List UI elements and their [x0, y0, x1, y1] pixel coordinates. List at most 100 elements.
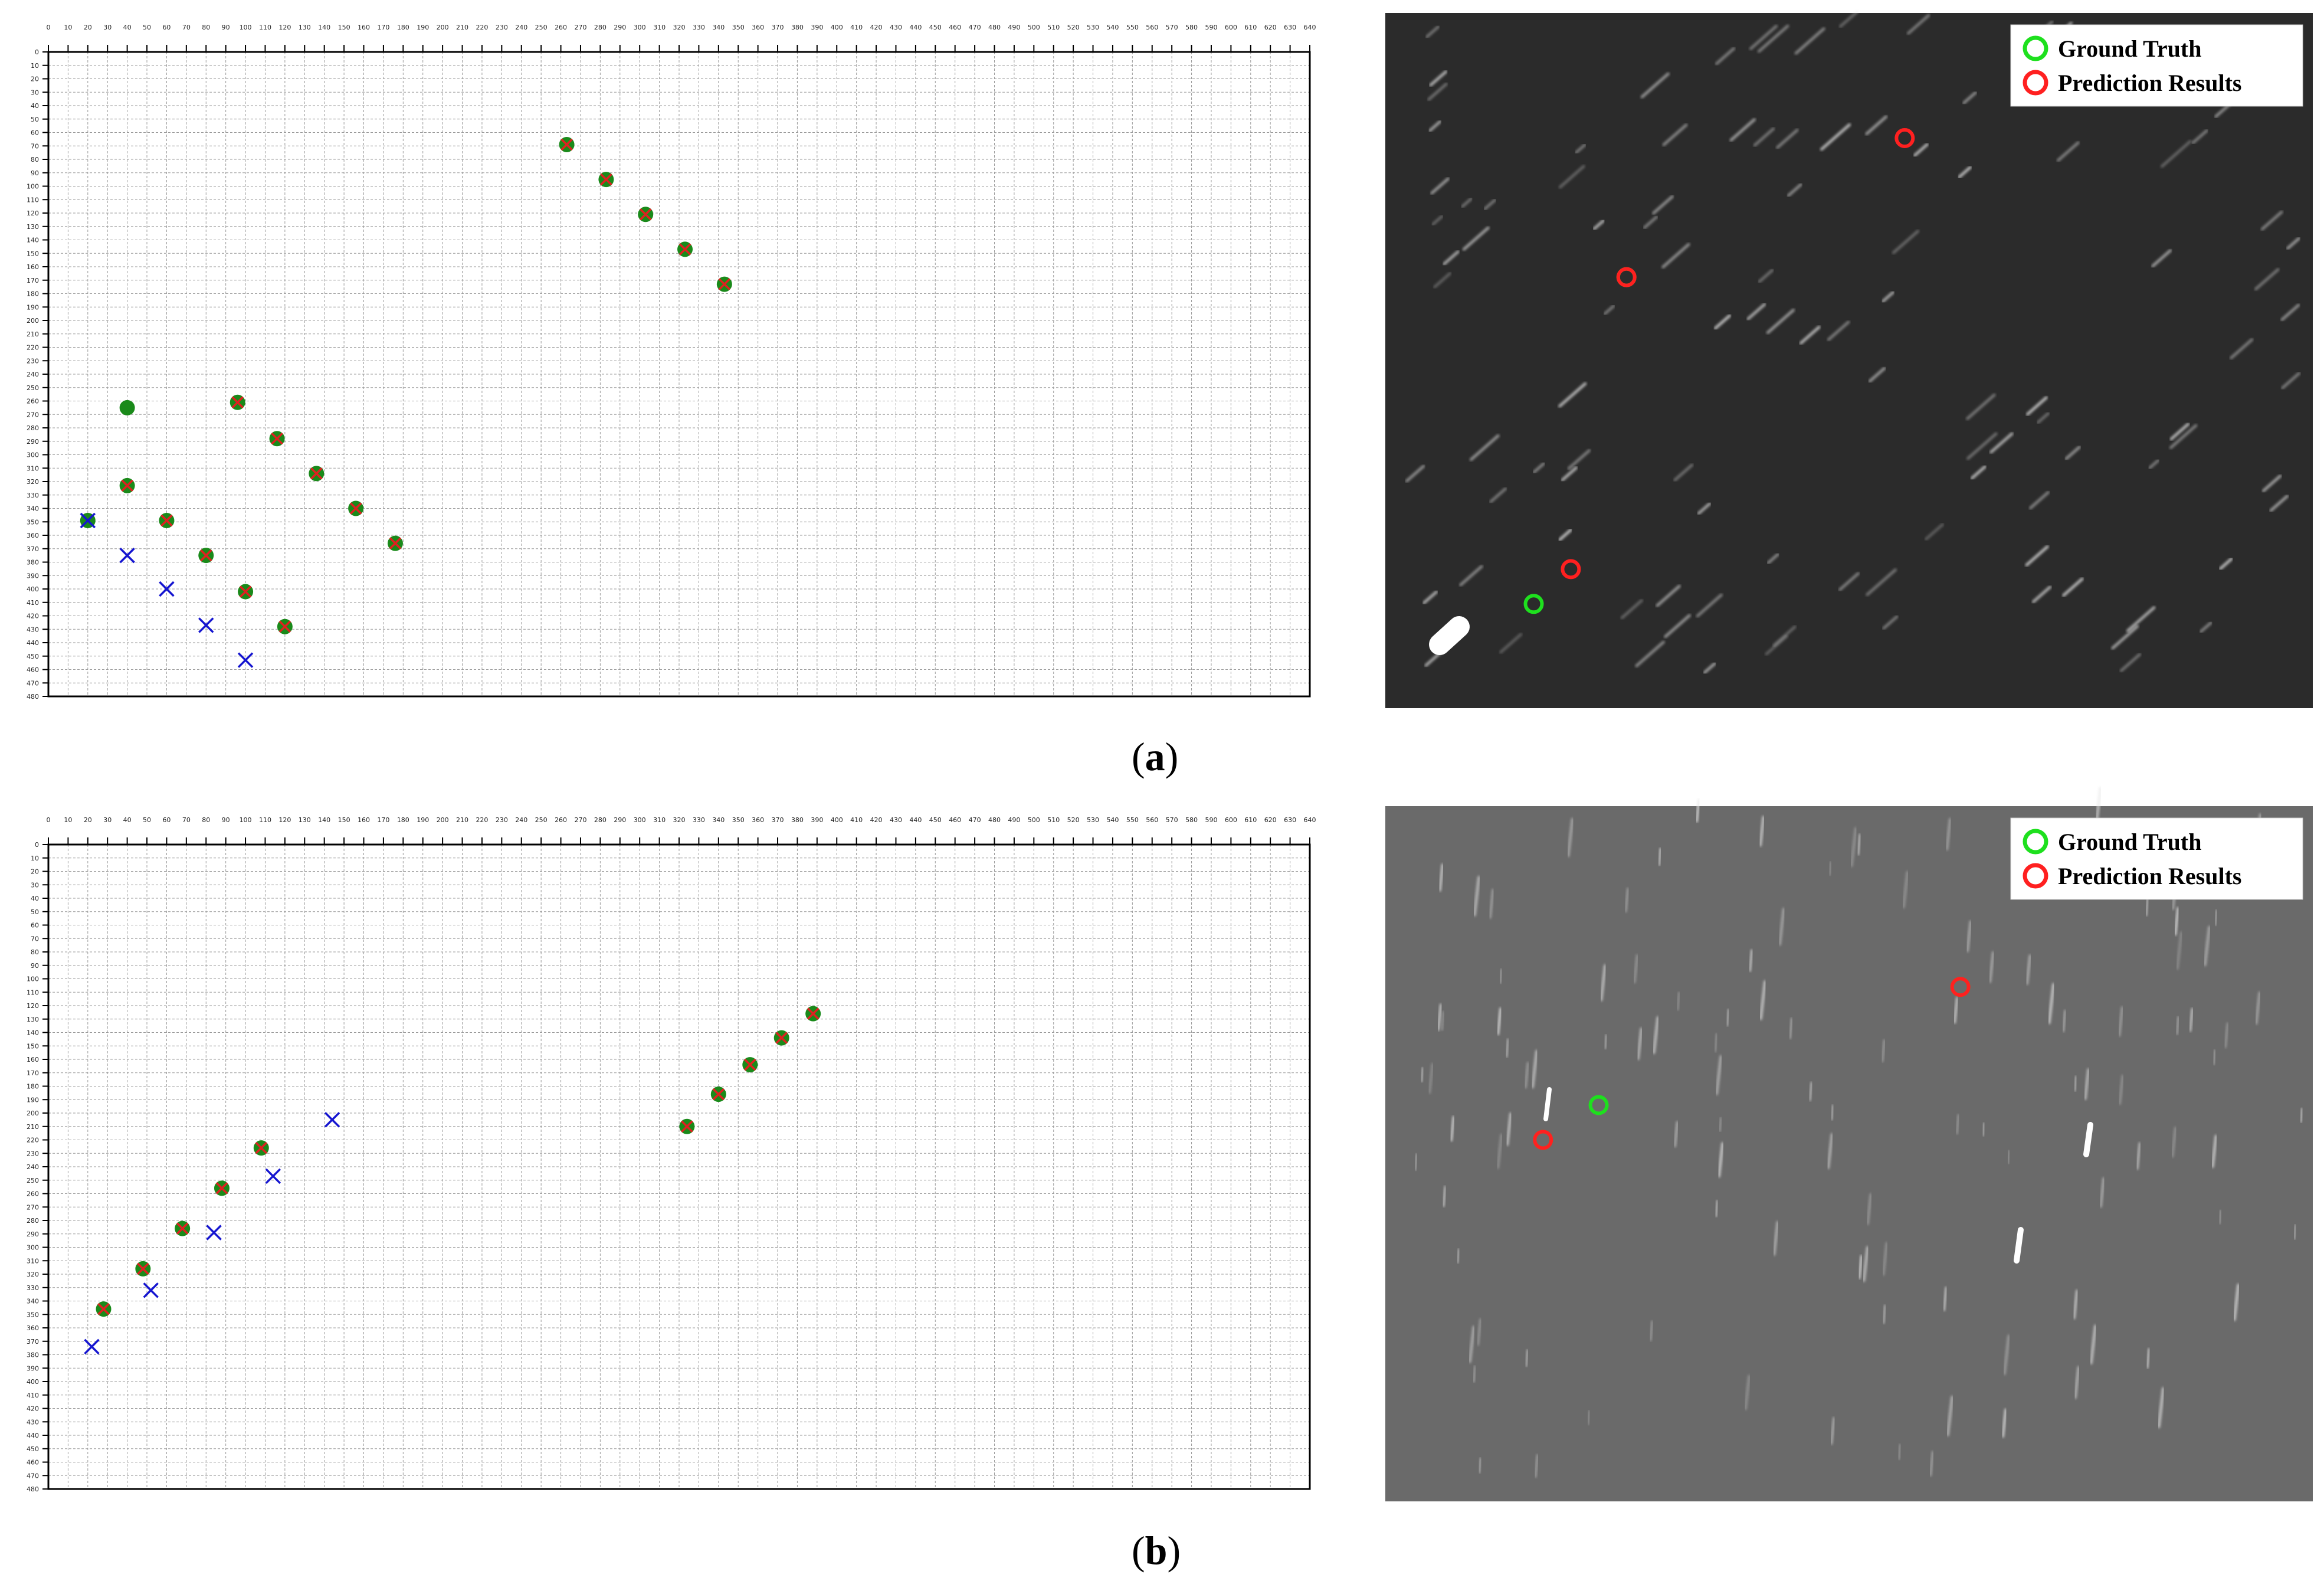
x-tick-label: 570	[1166, 816, 1178, 824]
star-streak	[2119, 653, 2142, 672]
star-streak	[1586, 1409, 1591, 1426]
x-tick-label: 600	[1225, 24, 1237, 31]
y-tick-label: 450	[27, 653, 39, 660]
star-streak	[1530, 1049, 1539, 1089]
x-tick-label: 50	[143, 24, 151, 31]
data-point-x-small	[215, 1182, 228, 1194]
star-streak	[2261, 474, 2282, 493]
data-point-x-small	[137, 1262, 149, 1275]
data-point-x	[237, 652, 254, 668]
image-background	[1385, 806, 2313, 1501]
data-point-x-small	[97, 1302, 110, 1315]
y-tick-label: 210	[27, 1123, 39, 1131]
y-tick-label: 480	[27, 1485, 39, 1493]
x-tick-label: 540	[1106, 24, 1119, 31]
legend-gt-marker	[2023, 829, 2048, 855]
star-streak	[1850, 827, 1858, 868]
y-tick-label: 140	[27, 237, 39, 244]
y-tick-label: 70	[31, 935, 39, 942]
panel-a: 0 10 20 30 40 50 60 70 80 90 100 110 120 130 140 150 160…	[27, 9, 2313, 779]
y-tick-label: 200	[27, 317, 39, 325]
star-streak	[1713, 1033, 1719, 1053]
data-point-x-small	[231, 396, 244, 409]
star-field-image-a	[1385, 9, 2313, 708]
y-tick-label: 150	[27, 1042, 39, 1050]
y-tick-label: 280	[27, 1217, 39, 1225]
x-tick-label: 110	[259, 816, 271, 824]
legend-gt-marker	[2023, 35, 2048, 61]
x-tick-label: 210	[456, 816, 468, 824]
y-tick-label: 460	[27, 666, 39, 674]
x-stroke	[119, 547, 135, 564]
y-tick-label: 300	[27, 451, 39, 459]
star-streak	[1574, 143, 1587, 155]
x-stroke	[775, 1032, 788, 1044]
star-streak	[1488, 888, 1495, 919]
star-streak	[2218, 557, 2233, 571]
x-stroke	[324, 1112, 340, 1128]
prediction-circle	[1616, 267, 1637, 287]
star-streak	[2094, 787, 2102, 824]
star-streak	[1643, 215, 1658, 230]
y-tick-label: 210	[27, 330, 39, 338]
x-stroke	[310, 467, 323, 480]
y-tick-label: 120	[27, 210, 39, 217]
x-tick-label: 350	[732, 816, 745, 824]
x-tick-label: 140	[318, 24, 330, 31]
star-streak	[1425, 25, 1440, 39]
star-streak	[2072, 1290, 2079, 1320]
x-tick-label: 160	[358, 24, 370, 31]
star-streak	[2188, 1007, 2194, 1032]
star-streak	[1664, 614, 1692, 639]
x-tick-label: 430	[890, 816, 902, 824]
data-point-x-small	[600, 173, 612, 186]
data-point-x-small	[639, 208, 652, 221]
star-streak	[1892, 230, 1920, 254]
data-point-x	[324, 1112, 340, 1128]
star-streak	[1882, 1304, 1887, 1324]
y-tick-label: 40	[31, 895, 39, 902]
star-streak	[1456, 1248, 1461, 1264]
star-streak	[1635, 640, 1666, 667]
star-streak	[2233, 1284, 2240, 1321]
star-streak	[1533, 1454, 1539, 1478]
y-tick-label: 120	[27, 1002, 39, 1010]
data-point-x	[119, 547, 135, 564]
star-streak	[1966, 393, 1996, 420]
y-tick-label: 30	[31, 881, 39, 889]
data-point-x-small	[271, 432, 283, 445]
star-streak	[1946, 1395, 1954, 1436]
x-tick-label: 520	[1067, 816, 1080, 824]
star-streak	[1743, 1374, 1751, 1410]
data-point-x-small	[775, 1032, 788, 1044]
star-streak	[1443, 250, 1460, 266]
x-tick-label: 410	[850, 24, 863, 31]
x-tick-label: 460	[949, 24, 961, 31]
star-streak	[2223, 1022, 2230, 1049]
x-tick-label: 40	[123, 816, 132, 824]
y-tick-label: 260	[27, 398, 39, 405]
star-streak	[1958, 165, 1972, 179]
star-streak	[1656, 584, 1681, 607]
x-tick-label: 550	[1126, 816, 1139, 824]
star-streak	[1561, 466, 1578, 482]
data-point-x-small	[718, 278, 731, 290]
x-tick-label: 390	[811, 24, 823, 31]
x-tick-label: 400	[831, 24, 843, 31]
x-tick-label: 610	[1244, 816, 1257, 824]
x-stroke	[639, 208, 652, 221]
x-tick-label: 430	[890, 24, 902, 31]
star-streak	[1953, 997, 1959, 1024]
x-stroke	[712, 1088, 725, 1101]
y-tick-label: 340	[27, 505, 39, 513]
star-streak	[1661, 243, 1690, 269]
star-streak	[1652, 195, 1674, 215]
star-streak	[2089, 1324, 2097, 1364]
star-streak	[1766, 552, 1780, 565]
y-tick-label: 170	[27, 1069, 39, 1077]
bright-streak	[1543, 1087, 1552, 1121]
y-tick-label: 190	[27, 1096, 39, 1104]
data-point-x-small	[560, 138, 573, 151]
star-streak	[2036, 411, 2050, 424]
star-streak	[2254, 268, 2280, 291]
